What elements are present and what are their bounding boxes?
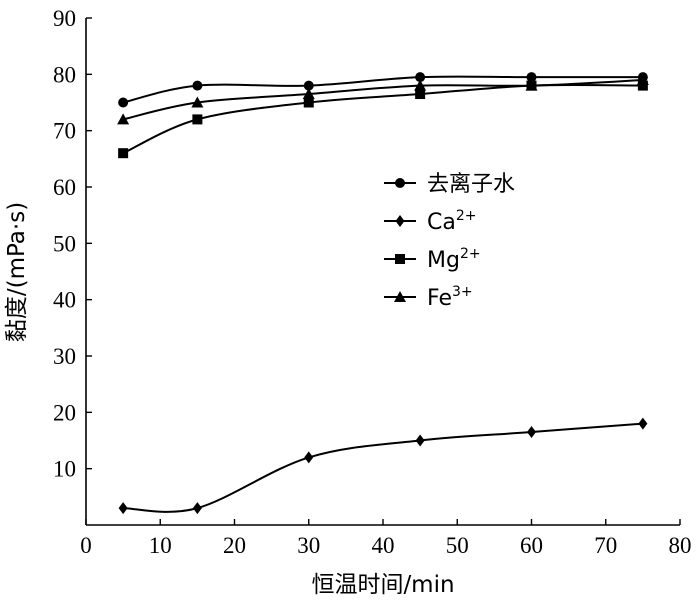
data-point xyxy=(303,97,314,108)
y-tick-label: 10 xyxy=(53,457,76,482)
y-tick-label: 80 xyxy=(53,62,76,87)
y-tick-label: 70 xyxy=(53,119,76,144)
ticks: 0 10 20 30 40 50 60 70 80 10 20 30 40 50 60 70 80 90 xyxy=(53,6,692,558)
y-tick-label: 60 xyxy=(53,175,76,200)
data-point xyxy=(118,502,128,515)
y-tick-label: 30 xyxy=(53,344,76,369)
series-line xyxy=(123,422,643,513)
data-point xyxy=(526,72,537,83)
data-point xyxy=(395,254,405,264)
data-point xyxy=(304,451,314,464)
legend-label: Mg2+ xyxy=(427,246,481,273)
data-point xyxy=(636,73,649,85)
series-line xyxy=(122,75,643,104)
legend-item: Ca2+ xyxy=(384,208,476,235)
y-tick-label: 90 xyxy=(53,6,76,31)
x-tick-label: 10 xyxy=(149,533,172,558)
x-tick-label: 50 xyxy=(446,533,469,558)
data-point xyxy=(192,114,203,125)
data-point xyxy=(638,417,648,430)
y-tick-label: 40 xyxy=(53,288,76,313)
data-point xyxy=(302,88,315,100)
data-point xyxy=(192,502,202,515)
legend-item: Fe3+ xyxy=(384,284,473,311)
y-tick-label: 50 xyxy=(53,231,76,256)
legend-item: Mg2+ xyxy=(384,246,481,273)
data-point xyxy=(118,97,129,108)
x-tick-label: 30 xyxy=(297,533,320,558)
series-3 xyxy=(118,80,648,159)
x-tick-label: 60 xyxy=(520,533,543,558)
x-tick-label: 80 xyxy=(669,533,692,558)
x-tick-label: 20 xyxy=(223,533,246,558)
x-tick-label: 0 xyxy=(80,533,92,558)
legend-item: 去离子水 xyxy=(384,172,515,197)
legend-label: 去离子水 xyxy=(427,172,515,197)
data-point xyxy=(637,80,648,91)
x-tick-label: 40 xyxy=(372,533,395,558)
data-point xyxy=(191,96,204,108)
data-point xyxy=(394,291,406,302)
data-point xyxy=(118,148,129,159)
data-point xyxy=(395,178,405,188)
data-point xyxy=(414,79,427,91)
data-point xyxy=(527,426,536,439)
legend-label: Ca2+ xyxy=(427,208,476,235)
data-point xyxy=(415,72,426,83)
data-point xyxy=(303,80,314,91)
legend-label: Fe3+ xyxy=(427,284,473,311)
data-point xyxy=(395,215,405,227)
x-tick-label: 70 xyxy=(594,533,617,558)
series-layer xyxy=(117,72,649,515)
data-point xyxy=(525,79,538,91)
data-point xyxy=(415,434,425,447)
series-4 xyxy=(117,73,649,125)
y-axis-title: 黏度/(mPa·s) xyxy=(4,202,30,342)
series-2 xyxy=(118,417,648,515)
x-axis-title: 恒温时间/min xyxy=(311,572,454,598)
data-point xyxy=(415,89,426,100)
y-tick-label: 20 xyxy=(53,400,76,425)
legend: 去离子水 Ca2+ Mg2+ Fe3+ xyxy=(384,172,515,311)
data-point xyxy=(117,113,130,125)
data-point xyxy=(192,80,203,91)
axes xyxy=(85,18,680,526)
